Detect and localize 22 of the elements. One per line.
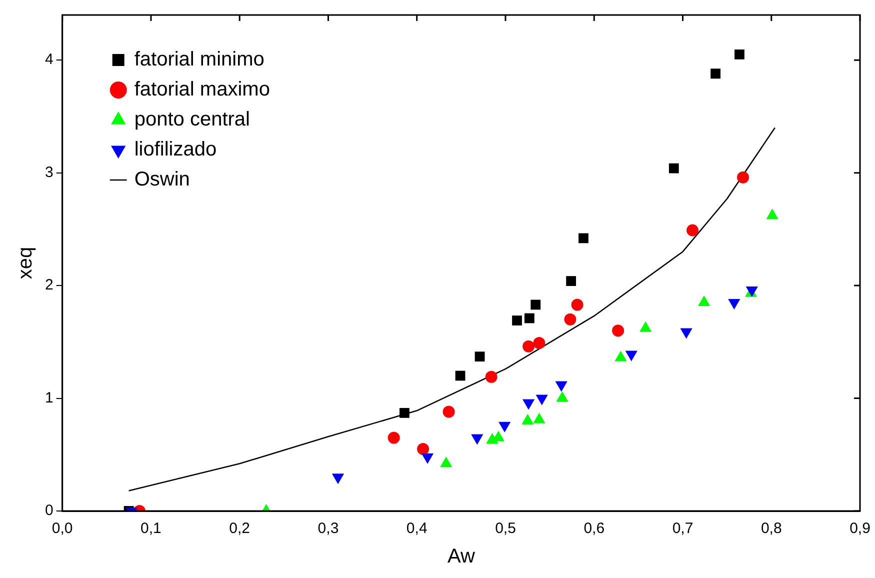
- legend-label: Oswin: [134, 168, 190, 191]
- x-tick-label: 0,4: [406, 520, 428, 538]
- x-tick-label: 0,8: [760, 520, 782, 538]
- x-axis-title: Aw: [447, 546, 476, 568]
- y-tick-label: 2: [45, 276, 54, 294]
- x-tick-label: 0,5: [495, 520, 516, 538]
- legend-label: ponto central: [134, 108, 250, 131]
- legend-label: liofilizado: [134, 138, 217, 161]
- x-tick-label: 0,6: [584, 520, 605, 538]
- y-tick-label: 3: [45, 164, 54, 181]
- x-tick-label: 0,2: [229, 520, 250, 538]
- x-tick-label: 0,9: [850, 520, 870, 538]
- y-tick-label: 1: [45, 389, 54, 406]
- x-tick-label: 0,3: [318, 520, 339, 538]
- x-tick-label: 0,7: [672, 520, 694, 538]
- legend-label: fatorial maximo: [134, 78, 270, 101]
- y-tick-label: 0: [45, 502, 54, 520]
- x-tick-label: 0,1: [140, 520, 162, 538]
- y-axis-title: xeq: [14, 246, 37, 280]
- legend-label: fatorial minimo: [134, 48, 264, 71]
- y-tick-label: 4: [45, 51, 54, 68]
- x-tick-label: 0,0: [52, 520, 73, 538]
